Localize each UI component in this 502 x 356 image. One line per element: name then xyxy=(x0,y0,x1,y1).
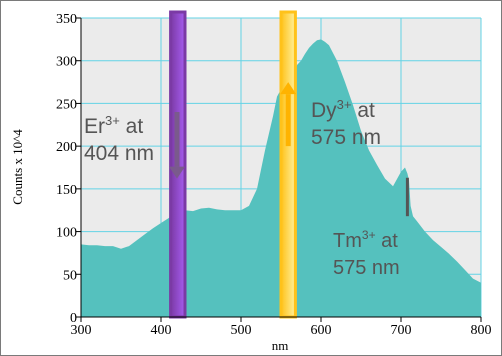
highlight-band xyxy=(169,10,187,319)
x-tick-label: 700 xyxy=(391,323,412,338)
band-rect xyxy=(279,10,297,319)
y-axis-label: Counts x 10^4 xyxy=(10,129,25,205)
tm-element: Tm xyxy=(333,230,362,252)
tm-charge: 3+ xyxy=(362,228,376,242)
band-arrow-head xyxy=(280,82,297,95)
er-wavelength: 404 nm xyxy=(84,142,154,165)
y-tick-label: 150 xyxy=(56,183,77,198)
x-axis-label: nm xyxy=(272,338,289,353)
dy-wavelength: 575 nm xyxy=(311,126,381,149)
axes: 300 400 500 600 700 800 0 50 100 150 200 250 300 350 xyxy=(56,12,492,338)
y-tick-label: 0 xyxy=(70,311,77,326)
y-tick-label: 350 xyxy=(56,12,77,27)
y-tick-label: 250 xyxy=(56,97,77,112)
er-annotation: Er3+ at 404 nm xyxy=(84,113,154,165)
x-tick-label: 800 xyxy=(471,323,492,338)
highlight-band xyxy=(279,10,297,319)
x-tick-label: 600 xyxy=(311,323,332,338)
x-tick-label: 300 xyxy=(71,323,92,338)
y-tick-label: 300 xyxy=(56,55,77,70)
dy-charge: 3+ xyxy=(337,97,352,112)
y-tick-label: 200 xyxy=(56,140,77,155)
tm-wavelength: 575 nm xyxy=(333,257,400,279)
tm-annotation: Tm3+ at 575 nm xyxy=(333,228,403,279)
x-tick-label: 500 xyxy=(231,323,252,338)
band-arrow-head xyxy=(169,166,185,179)
x-tick-label: 400 xyxy=(151,323,172,338)
er-charge: 3+ xyxy=(105,113,120,128)
dy-annotation: Dy3+ at 575 nm xyxy=(311,97,381,149)
y-tick-label: 100 xyxy=(56,226,77,241)
er-at: at xyxy=(120,115,144,138)
dy-at: at xyxy=(352,99,376,122)
er-element: Er xyxy=(84,115,105,138)
dy-element: Dy xyxy=(311,99,337,122)
tm-at: at xyxy=(376,230,399,252)
y-tick-label: 50 xyxy=(63,268,77,283)
